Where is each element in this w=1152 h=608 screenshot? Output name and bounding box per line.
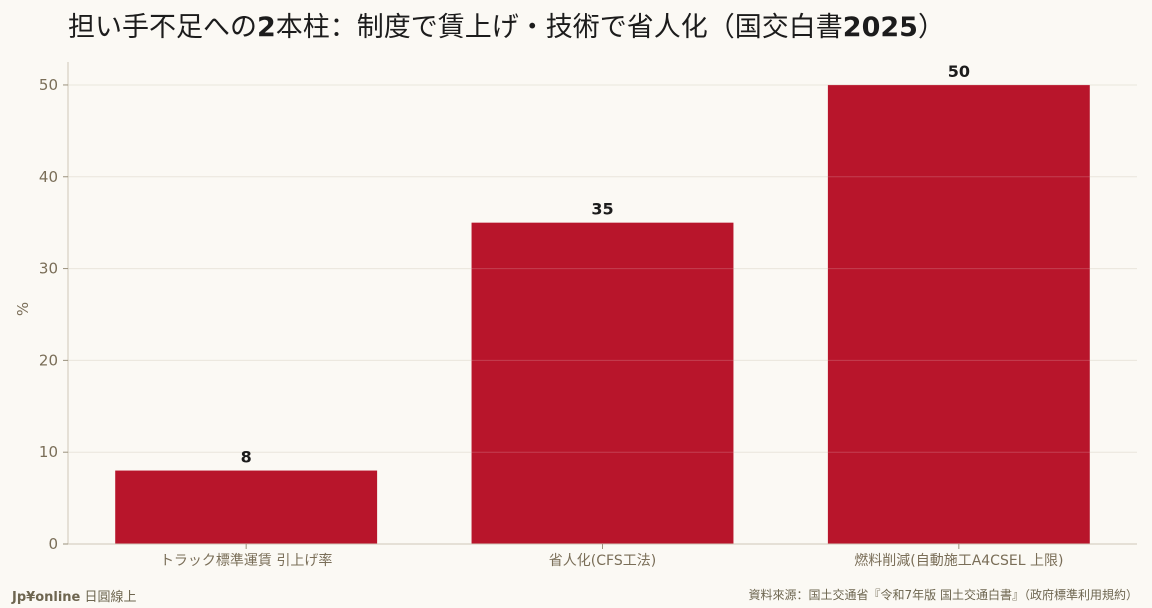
data-label-1: 35 <box>591 200 613 219</box>
data-label-2: 50 <box>948 62 970 81</box>
footer-source: 資料來源：国土交通省『令和7年版 国土交通白書』（政府標準利用規約） <box>748 588 1138 602</box>
y-tick-label-3: 30 <box>39 260 58 278</box>
brand-suffix: 日圓線上 <box>84 590 137 605</box>
axes: 0 10 20 30 40 50 トラック標準運賃 引上げ率 省人化(CFS工法) 燃料削減(自… <box>14 62 1137 569</box>
bar-0 <box>115 470 378 544</box>
x-tick-label-0: トラック標準運賃 引上げ率 <box>160 552 332 569</box>
title-part-1: 担い手不足への <box>68 12 257 43</box>
y-tick-label-2: 20 <box>39 351 58 369</box>
y-tick-label-4: 40 <box>39 168 58 186</box>
data-labels: 8 35 50 <box>241 62 970 467</box>
brand-name: Jp¥online <box>12 590 81 605</box>
data-label-0: 8 <box>241 448 252 467</box>
footer-brand: Jp¥online 日圓線上 <box>12 586 137 605</box>
chart-title: 担い手不足への2本柱：制度で賃上げ・技術で省人化（国交白書2025） <box>68 8 945 48</box>
x-tick-label-1: 省人化(CFS工法) <box>549 553 656 569</box>
title-part-5: ） <box>917 12 945 43</box>
y-axis-label: % <box>14 302 32 316</box>
bar-1 <box>471 222 734 544</box>
y-tick-label-5: 50 <box>39 76 58 94</box>
y-tick-label-1: 10 <box>39 443 58 461</box>
title-part-2: 2 <box>257 12 276 43</box>
bar-2 <box>827 84 1090 544</box>
y-tick-label-0: 0 <box>48 535 58 553</box>
title-part-3: 本柱：制度で賃上げ・技術で省人化（国交白書 <box>275 12 843 43</box>
bars <box>68 84 1137 544</box>
x-tick-label-2: 燃料削減(自動施工A4CSEL 上限) <box>854 552 1063 569</box>
title-part-4: 2025 <box>842 12 918 43</box>
